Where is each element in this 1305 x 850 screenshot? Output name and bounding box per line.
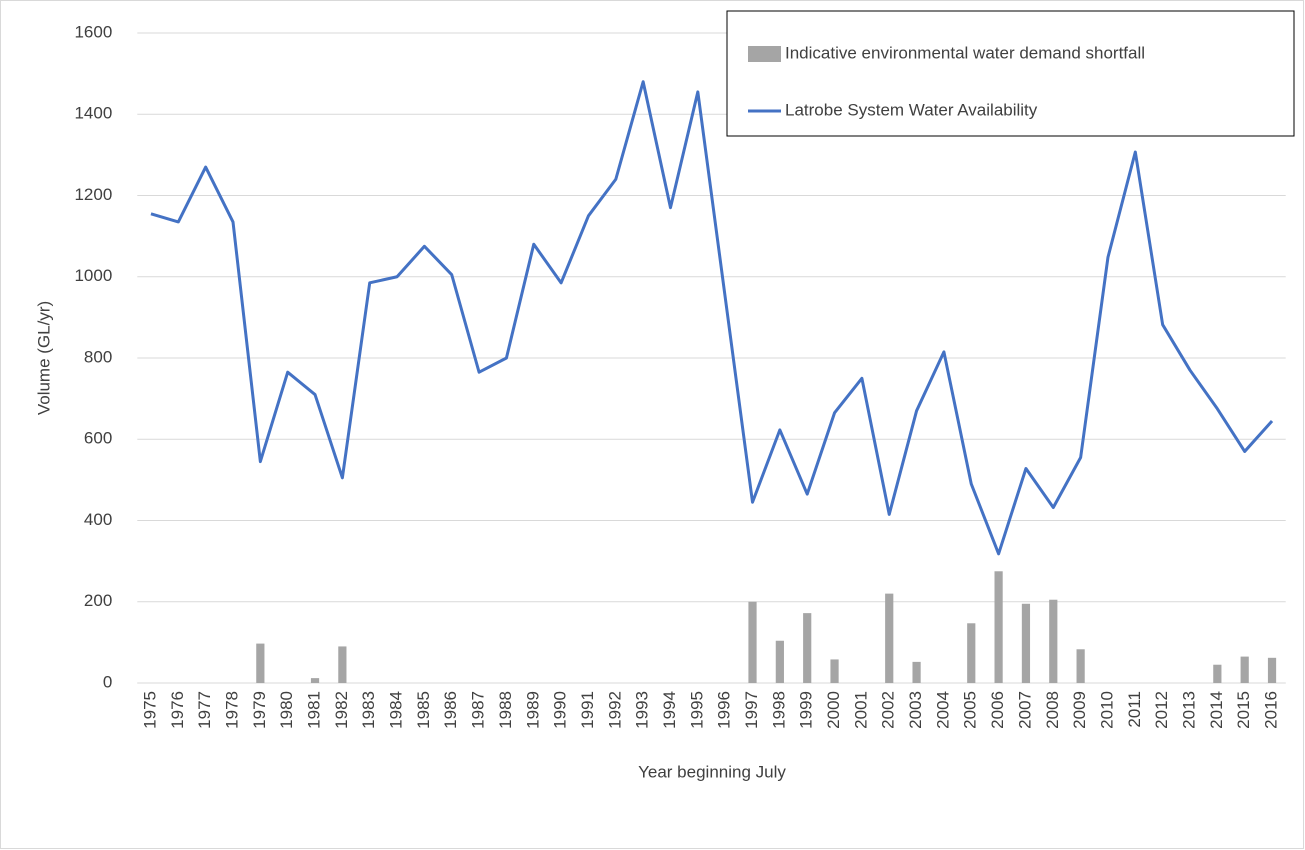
x-tick-label: 2011 <box>1125 691 1144 728</box>
x-tick-label: 1987 <box>469 691 488 729</box>
x-tick-label: 2016 <box>1262 691 1281 729</box>
legend-swatch <box>748 46 781 62</box>
x-tick-label: 1979 <box>250 691 269 729</box>
x-tick-label: 2002 <box>879 691 898 729</box>
x-tick-label: 2009 <box>1070 691 1089 729</box>
bar <box>1021 603 1031 683</box>
bar <box>338 646 347 683</box>
x-tick-label: 2006 <box>988 691 1007 729</box>
y-tick-label: 1000 <box>74 266 112 285</box>
x-tick-label: 1983 <box>359 691 378 729</box>
legend-box <box>726 10 1295 137</box>
x-tick-label: 2008 <box>1043 691 1062 729</box>
y-tick-label: 1400 <box>74 104 112 123</box>
y-tick-label: 200 <box>84 591 112 610</box>
legend-label: Indicative environmental water demand sh… <box>785 43 1145 62</box>
bar <box>1240 656 1249 683</box>
bar <box>1049 599 1058 683</box>
x-tick-label: 2005 <box>961 691 980 729</box>
bar <box>775 640 784 683</box>
x-tick-label: 2003 <box>906 691 925 729</box>
y-tick-label: 800 <box>84 347 112 366</box>
x-tick-label: 2013 <box>1179 691 1198 729</box>
bar <box>1267 657 1277 683</box>
bar <box>1076 649 1085 683</box>
y-tick-label: 1600 <box>74 22 112 41</box>
x-tick-label: 1990 <box>551 691 570 729</box>
bar <box>912 661 921 683</box>
x-tick-label: 1993 <box>633 691 652 729</box>
x-tick-label: 1997 <box>742 691 761 729</box>
bar <box>803 613 812 683</box>
x-tick-label: 2007 <box>1015 691 1034 729</box>
x-tick-label: 1991 <box>578 691 597 729</box>
bar <box>748 601 757 683</box>
x-tick-label: 1977 <box>195 691 214 729</box>
bar <box>1213 664 1222 683</box>
x-tick-label: 1998 <box>769 691 788 729</box>
bar <box>310 678 320 683</box>
y-axis-title: Volume (GL/yr) <box>34 301 53 415</box>
x-tick-label: 1980 <box>277 691 296 729</box>
x-tick-label: 2014 <box>1207 691 1226 729</box>
bar <box>830 659 839 683</box>
y-tick-label: 400 <box>84 510 112 529</box>
legend-label: Latrobe System Water Availability <box>785 100 1038 119</box>
x-tick-label: 1999 <box>797 691 816 729</box>
bar <box>967 623 976 683</box>
x-tick-label: 2001 <box>851 691 870 729</box>
x-tick-label: 2015 <box>1234 691 1253 729</box>
x-tick-label: 1981 <box>305 691 324 729</box>
x-tick-label: 2000 <box>824 691 843 729</box>
x-tick-label: 1996 <box>715 691 734 729</box>
bar <box>994 571 1003 683</box>
y-tick-label: 600 <box>84 429 112 448</box>
x-tick-label: 1985 <box>414 691 433 729</box>
x-tick-label: 1992 <box>605 691 624 729</box>
x-tick-label: 1984 <box>387 691 406 729</box>
x-tick-label: 1994 <box>660 691 679 729</box>
x-tick-label: 1976 <box>168 691 187 729</box>
x-tick-label: 1989 <box>523 691 542 729</box>
x-tick-label: 1988 <box>496 691 515 729</box>
y-tick-label: 0 <box>103 672 112 691</box>
bar <box>256 643 265 683</box>
y-tick-label: 1200 <box>74 185 112 204</box>
x-axis-title: Year beginning July <box>638 762 786 781</box>
x-tick-label: 1995 <box>687 691 706 729</box>
x-tick-label: 2012 <box>1152 691 1171 729</box>
x-tick-label: 1982 <box>332 691 351 729</box>
bar <box>885 593 894 683</box>
line <box>150 80 1274 556</box>
x-tick-label: 1986 <box>441 691 460 729</box>
x-tick-label: 1978 <box>222 691 241 729</box>
x-tick-label: 1975 <box>140 691 159 729</box>
x-tick-label: 2004 <box>933 691 952 729</box>
x-tick-label: 2010 <box>1097 691 1116 729</box>
